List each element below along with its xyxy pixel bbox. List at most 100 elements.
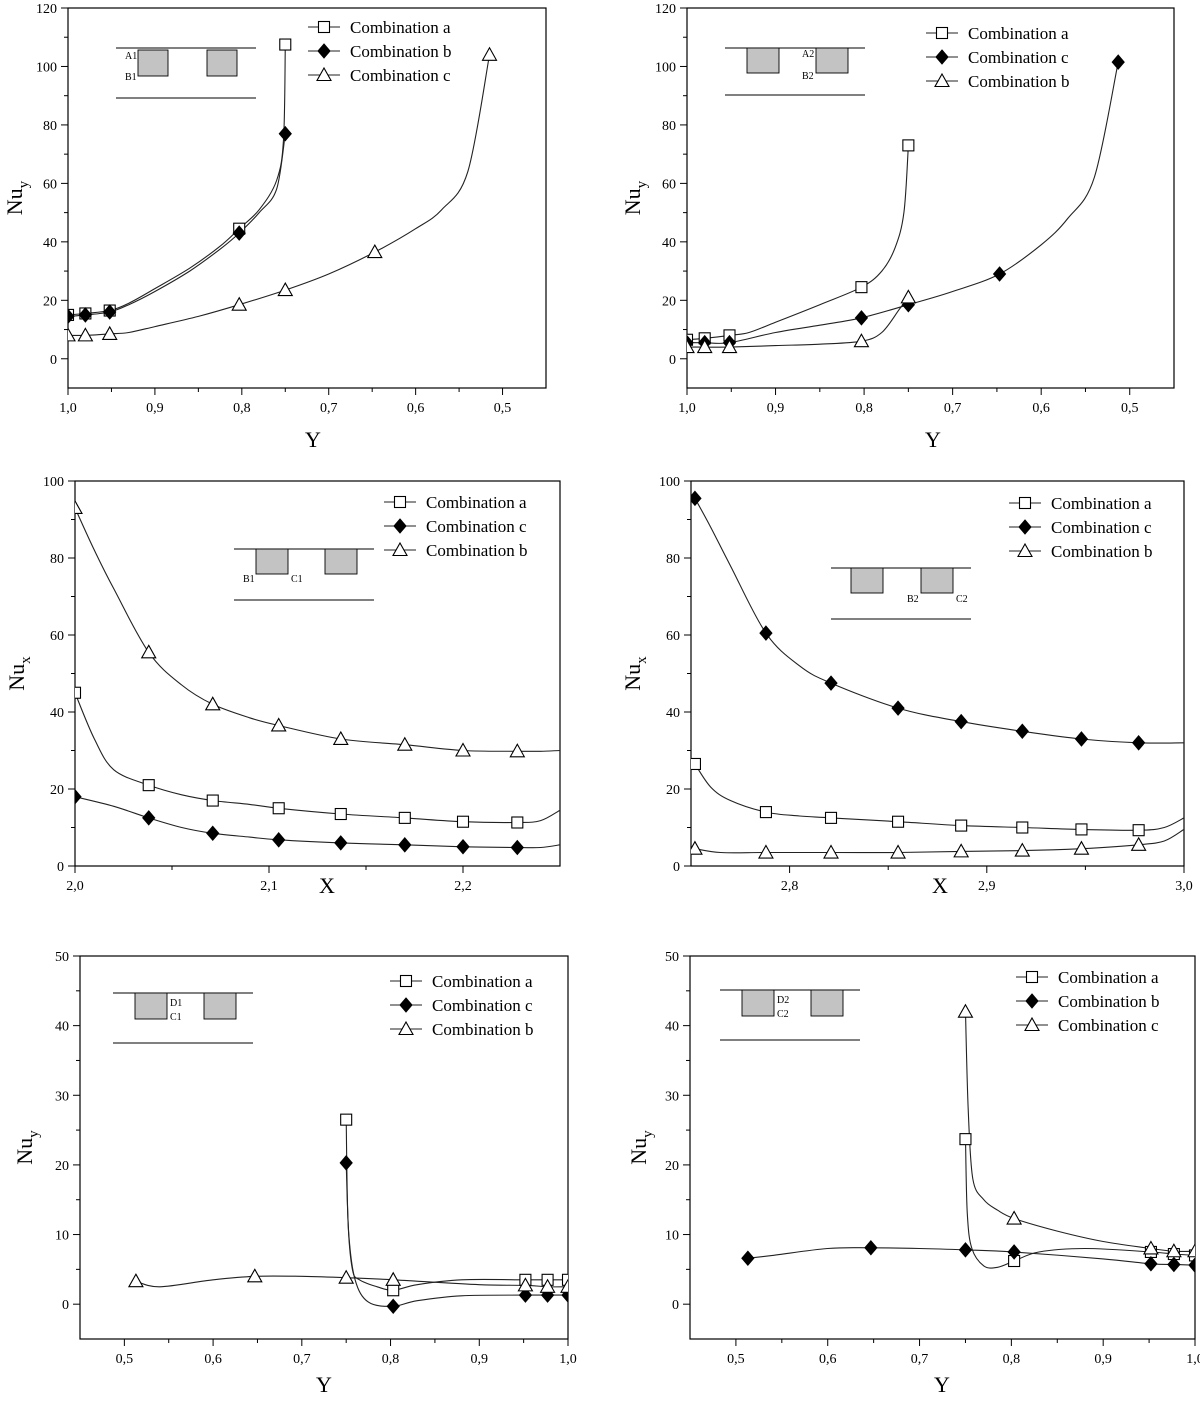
data-point [1130,836,1147,851]
data-point [696,338,713,354]
inset-block-right [203,992,237,1020]
plot-area [687,54,1125,354]
data-point [334,807,347,821]
data-point [75,788,82,805]
legend-marker [935,49,949,65]
y-axis-label: Nuy [620,180,650,215]
legend: Combination a Combination c Combination b [926,24,1070,91]
legend-marker [1024,1016,1040,1032]
y-tick-label: 100 [43,475,64,490]
inset-label-a: A2 [802,49,814,60]
data-point [270,717,287,732]
inset-label-b: B1 [125,72,137,83]
data-point [900,289,917,304]
legend-marker [398,1020,414,1036]
legend-label: Combination c [432,996,533,1015]
x-tick-label: 0,5 [494,401,512,416]
data-point [957,1003,974,1018]
chart-panel-6: 0,5 0,6 0,7 0,8 0,9 1,0 0 10 20 30 40 50 Y Nuy Combina… [626,950,1200,1397]
x-tick-label: 2,9 [978,879,996,894]
legend-marker [399,974,413,988]
x-tick-label: 0,6 [407,401,425,416]
data-point [511,816,524,829]
legend: Combination a Combination b Combination c [308,18,452,85]
data-point [954,713,968,730]
legend-marker [1018,496,1032,510]
data-point [1016,821,1029,834]
data-point [78,307,93,323]
plot-area [127,1113,568,1315]
data-point [279,38,292,51]
x-tick-label: 0,8 [233,401,251,416]
y-tick-label: 0 [672,1298,679,1313]
legend-label: Combination b [1058,992,1160,1011]
data-point [691,840,703,855]
series-line-3 [687,297,909,348]
data-point [955,819,968,832]
legend-label: Combination b [968,72,1070,91]
plot-frame [79,955,569,1340]
legend-label: Combination c [350,66,451,85]
y-tick-label: 40 [50,706,64,721]
y-tick-label: 10 [55,1229,69,1244]
y-tick-label: 100 [36,60,57,75]
legend-label: Combination b [426,541,528,560]
legend-label: Combination a [350,18,451,37]
data-point [277,281,294,297]
data-point [1187,1243,1195,1258]
data-point [1144,1256,1158,1272]
legend: Combination a Combination c Combination b [384,493,528,560]
data-point [517,1277,534,1292]
y-tick-label: 20 [55,1159,69,1174]
plot-frame [74,480,561,867]
data-point [101,325,118,340]
inset-label-a: A1 [125,51,137,62]
data-point [339,1155,353,1171]
y-tick-label: 30 [55,1089,69,1104]
legend-label: Combination b [432,1020,534,1039]
data-point [854,310,869,326]
y-tick-label: 0 [50,353,57,368]
data-point [1073,840,1090,855]
x-tick-label: 0,5 [1121,401,1139,416]
data-point [1167,1256,1181,1273]
legend-label: Combination c [968,48,1069,67]
y-tick-label: 80 [666,552,680,567]
y-tick-label: 80 [50,552,64,567]
y-tick-label: 60 [666,629,680,644]
legend-marker [316,66,332,82]
y-axis-label-subscript: y [634,180,650,188]
plot-area [691,490,1184,859]
legend-marker [317,43,331,59]
x-axis-label: Y [925,427,941,452]
x-tick-label: 0,7 [944,401,962,416]
y-axis-label: Nux [4,656,34,691]
chart-panel-5: 0,5 0,6 0,7 0,8 0,9 1,0 0 10 20 30 40 50 Y Nuy Combina… [12,950,577,1397]
y-axis-label: Nuy [626,1130,656,1165]
x-tick-label: 0,6 [204,1352,222,1367]
plot-area [75,499,560,856]
legend-marker [934,72,950,88]
data-point [741,1250,755,1266]
data-point [1188,1257,1195,1273]
data-point [721,338,738,354]
legend-label: Combination b [1051,542,1153,561]
inset-block-left [134,992,168,1020]
inset-block-right [920,567,954,594]
data-point [958,1242,973,1258]
data-point [366,243,383,259]
x-tick-label: 0,5 [727,1352,745,1367]
legend-label: Combination a [426,493,527,512]
data-point [959,1133,972,1146]
x-tick-label: 2,8 [781,879,799,894]
x-tick-label: 3,0 [1175,879,1193,894]
data-point [272,802,285,815]
y-tick-label: 0 [673,860,680,875]
legend-label: Combination c [1058,1016,1159,1035]
data-point [892,815,905,828]
data-point [140,644,157,659]
chart-panel-2: 1,0 0,9 0,8 0,7 0,6 0,5 0 20 40 60 80 100 120 Y Nuy Com… [620,2,1175,452]
data-point [334,835,348,851]
series-line-1 [345,1119,568,1291]
data-point [691,490,702,507]
